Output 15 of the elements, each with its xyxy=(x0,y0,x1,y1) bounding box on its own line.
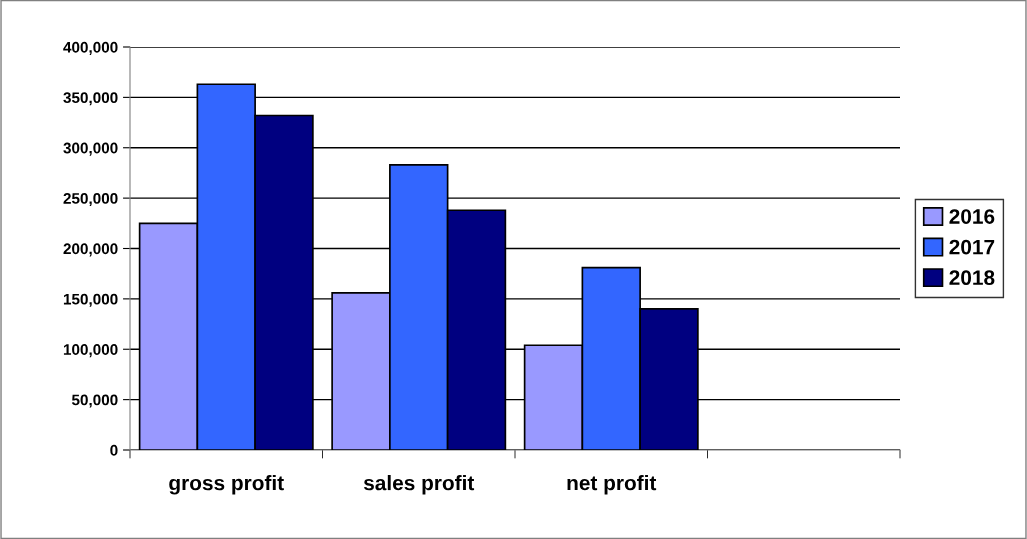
y-tick-label: 300,000 xyxy=(63,142,118,156)
x-tick-label: net profit xyxy=(567,475,657,495)
legend-label: 2016 xyxy=(949,209,995,224)
y-tick-label: 150,000 xyxy=(63,293,118,307)
y-tick-label: 100,000 xyxy=(63,344,118,358)
x-tick-label: sales profit xyxy=(363,475,475,495)
x-tick-label: gross profit xyxy=(169,475,284,495)
y-tick-label: 400,000 xyxy=(63,41,118,55)
y-tick-label: 200,000 xyxy=(63,243,118,257)
y-tick-label: 0 xyxy=(110,444,118,456)
legend-label: 2018 xyxy=(949,270,995,286)
y-tick-label: 350,000 xyxy=(63,92,118,106)
y-tick-label: 250,000 xyxy=(63,192,118,207)
legend-label: 2017 xyxy=(949,239,995,255)
y-tick-label: 50,000 xyxy=(71,394,118,408)
